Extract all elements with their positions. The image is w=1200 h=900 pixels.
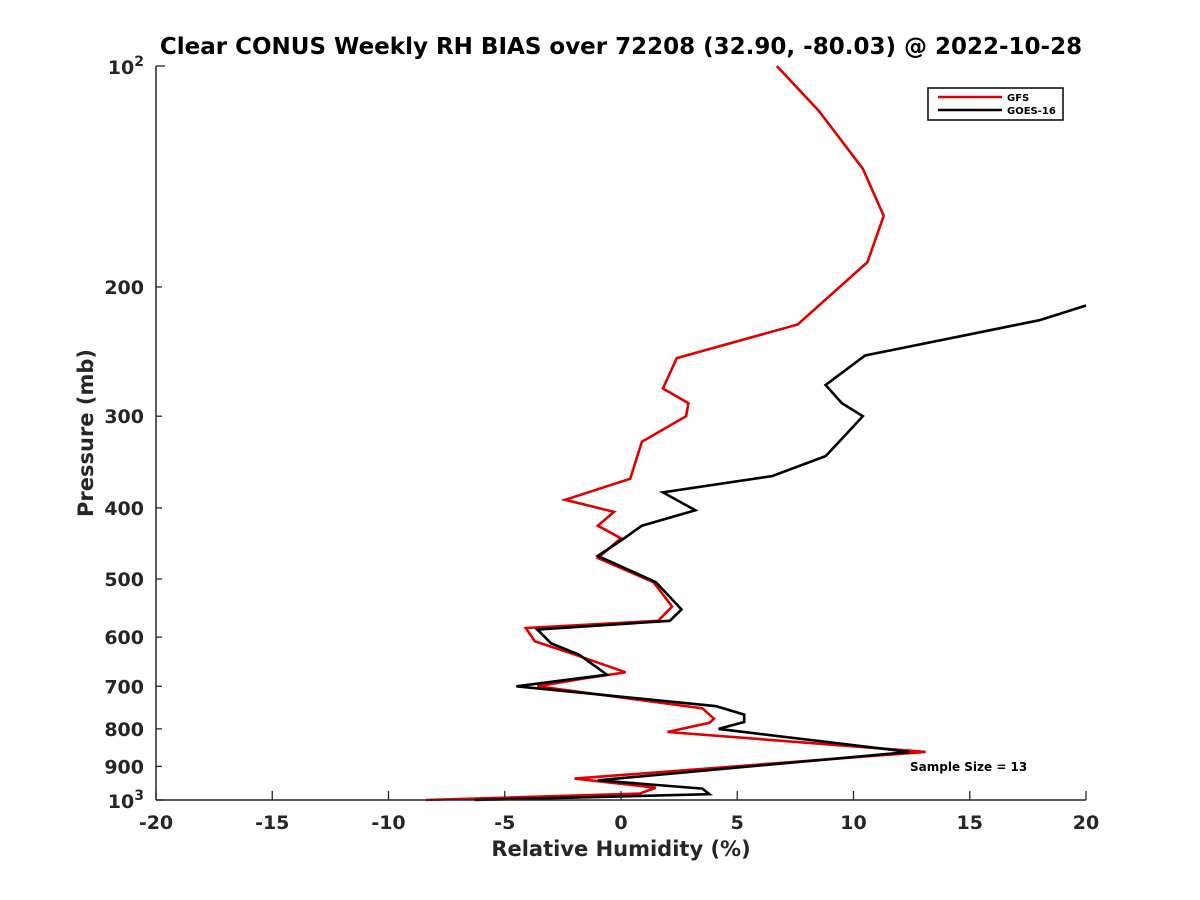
x-tick-label: -20 [139,812,173,834]
x-tick-label: 0 [614,812,627,834]
x-tick-label: 5 [731,812,744,834]
y-tick-label: 400 [104,498,144,520]
x-tick-label: -5 [494,812,515,834]
y-tick-label: 900 [104,756,144,778]
series-line-goes-16 [474,304,1087,802]
legend-box [927,87,1064,121]
y-tick-label-bottom: 103 [108,788,144,813]
axes-layer: -20 -15 -10 -5 0 5 10 15 20 200 300 400 500 600 700 800… [104,54,1099,834]
y-tick-label: 700 [104,676,144,698]
x-tick-label: 10 [840,812,866,834]
x-tick-label: -15 [255,812,289,834]
y-tick-label: 800 [104,719,144,741]
x-axis-label: Relative Humidity (%) [491,837,750,861]
y-tick-label: 200 [104,277,144,299]
series-layer [425,65,1087,802]
legend-label-goes-16: GOES-16 [1007,106,1056,117]
legend-label-gfs: GFS [1007,93,1029,104]
y-tick-label: 500 [104,569,144,591]
sample-size-annotation: Sample Size = 13 [910,760,1027,774]
chart-title: Clear CONUS Weekly RH BIAS over 72208 (3… [160,34,1082,60]
series-line-gfs [425,65,926,802]
y-axis-label: Pressure (mb) [74,349,98,517]
y-tick-label: 600 [104,627,144,649]
x-tick-label: 15 [957,812,983,834]
legend: GFS GOES-16 [927,87,1064,121]
y-tick-label: 300 [104,406,144,428]
x-tick-label: 20 [1073,812,1099,834]
x-tick-label: -10 [371,812,405,834]
y-tick-label-top: 102 [108,54,144,79]
